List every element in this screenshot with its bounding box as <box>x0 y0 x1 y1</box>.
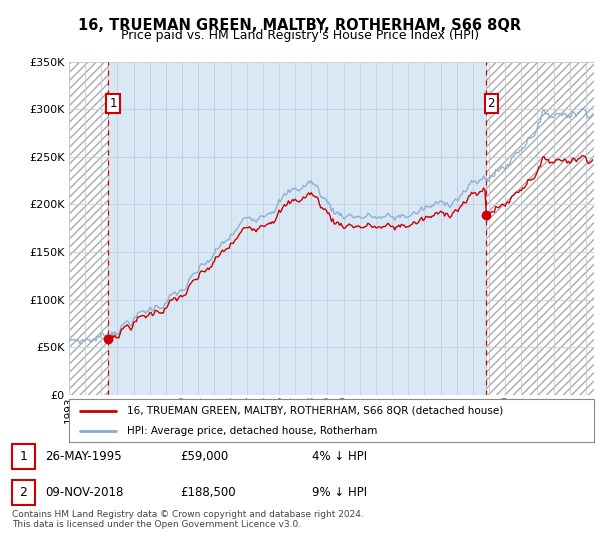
Text: Contains HM Land Registry data © Crown copyright and database right 2024.
This d: Contains HM Land Registry data © Crown c… <box>12 510 364 529</box>
Text: 9% ↓ HPI: 9% ↓ HPI <box>312 486 367 499</box>
FancyBboxPatch shape <box>12 480 35 505</box>
Text: 4% ↓ HPI: 4% ↓ HPI <box>312 450 367 463</box>
Text: 1: 1 <box>109 97 116 110</box>
FancyBboxPatch shape <box>12 444 35 469</box>
Bar <box>69 62 108 395</box>
Text: HPI: Average price, detached house, Rotherham: HPI: Average price, detached house, Roth… <box>127 427 377 436</box>
Bar <box>487 62 594 395</box>
Text: 16, TRUEMAN GREEN, MALTBY, ROTHERHAM, S66 8QR (detached house): 16, TRUEMAN GREEN, MALTBY, ROTHERHAM, S6… <box>127 406 503 416</box>
Text: £59,000: £59,000 <box>180 450 228 463</box>
Text: 2: 2 <box>488 97 495 110</box>
Text: £188,500: £188,500 <box>180 486 236 499</box>
Text: 09-NOV-2018: 09-NOV-2018 <box>45 486 124 499</box>
Text: 16, TRUEMAN GREEN, MALTBY, ROTHERHAM, S66 8QR: 16, TRUEMAN GREEN, MALTBY, ROTHERHAM, S6… <box>79 18 521 33</box>
Text: Price paid vs. HM Land Registry's House Price Index (HPI): Price paid vs. HM Land Registry's House … <box>121 29 479 42</box>
Text: 2: 2 <box>19 486 28 499</box>
Text: 26-MAY-1995: 26-MAY-1995 <box>45 450 122 463</box>
Text: 1: 1 <box>19 450 28 463</box>
